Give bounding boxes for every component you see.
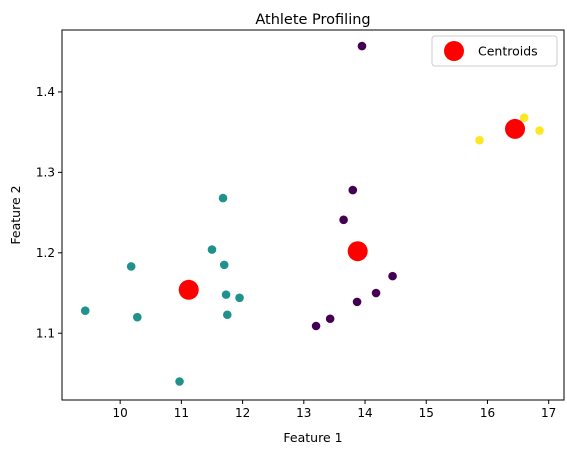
- legend-centroid-marker: [444, 41, 464, 61]
- y-axis-label: Feature 2: [8, 185, 23, 244]
- x-tick-label-7: 17: [541, 406, 556, 420]
- data-point-cluster-0-1: [348, 185, 358, 195]
- data-point-cluster-2-0: [519, 113, 529, 122]
- data-point-cluster-1-4: [80, 306, 90, 316]
- centroid-point-0: [178, 279, 199, 300]
- x-axis-ticks: 10 11 12 13 14 15 16 17: [113, 400, 556, 420]
- x-tick-label-6: 16: [480, 406, 495, 420]
- data-point-cluster-1-6: [221, 290, 231, 299]
- data-point-cluster-2-2: [475, 135, 484, 145]
- y-tick-label-3: 1.4: [36, 85, 55, 99]
- x-tick-label-0: 10: [113, 406, 128, 420]
- data-point-cluster-1-1: [207, 245, 217, 254]
- x-tick-label-1: 11: [174, 406, 189, 420]
- x-tick-label-4: 14: [357, 406, 372, 420]
- x-tick-label-2: 12: [235, 406, 250, 420]
- data-point-cluster-0-3: [388, 271, 397, 281]
- y-axis-ticks: 1.1 1.2 1.3 1.4: [36, 85, 62, 341]
- data-point-cluster-0-4: [371, 288, 381, 298]
- data-point-cluster-1-7: [235, 293, 244, 303]
- chart-title: Athlete Profiling: [255, 12, 370, 28]
- y-tick-label-2: 1.3: [36, 166, 55, 180]
- plot-frame: [61, 29, 565, 401]
- x-tick-label-5: 15: [419, 406, 434, 420]
- data-point-cluster-1-0: [218, 193, 228, 203]
- y-tick-label-0: 1.1: [36, 327, 55, 341]
- data-point-cluster-0-0: [357, 41, 367, 51]
- centroid-point-1: [347, 241, 368, 262]
- legend: Centroids: [431, 35, 558, 67]
- data-point-cluster-0-2: [339, 215, 348, 225]
- legend-label-centroids: Centroids: [478, 44, 538, 59]
- data-point-cluster-1-8: [222, 310, 232, 320]
- data-point-cluster-1-9: [175, 377, 184, 386]
- legend-box: [431, 35, 558, 67]
- plot-marks: [80, 41, 544, 386]
- data-point-cluster-0-7: [311, 321, 321, 331]
- x-axis-label: Feature 1: [283, 430, 342, 445]
- x-tick-label-3: 13: [296, 406, 311, 420]
- data-point-cluster-1-5: [133, 312, 142, 322]
- data-point-cluster-1-3: [219, 260, 229, 270]
- data-point-cluster-0-5: [352, 297, 362, 307]
- data-point-cluster-0-6: [325, 314, 335, 324]
- y-tick-label-1: 1.2: [36, 246, 55, 260]
- data-point-cluster-1-2: [126, 262, 136, 271]
- centroid-point-2: [505, 118, 526, 139]
- data-point-cluster-2-1: [535, 126, 544, 135]
